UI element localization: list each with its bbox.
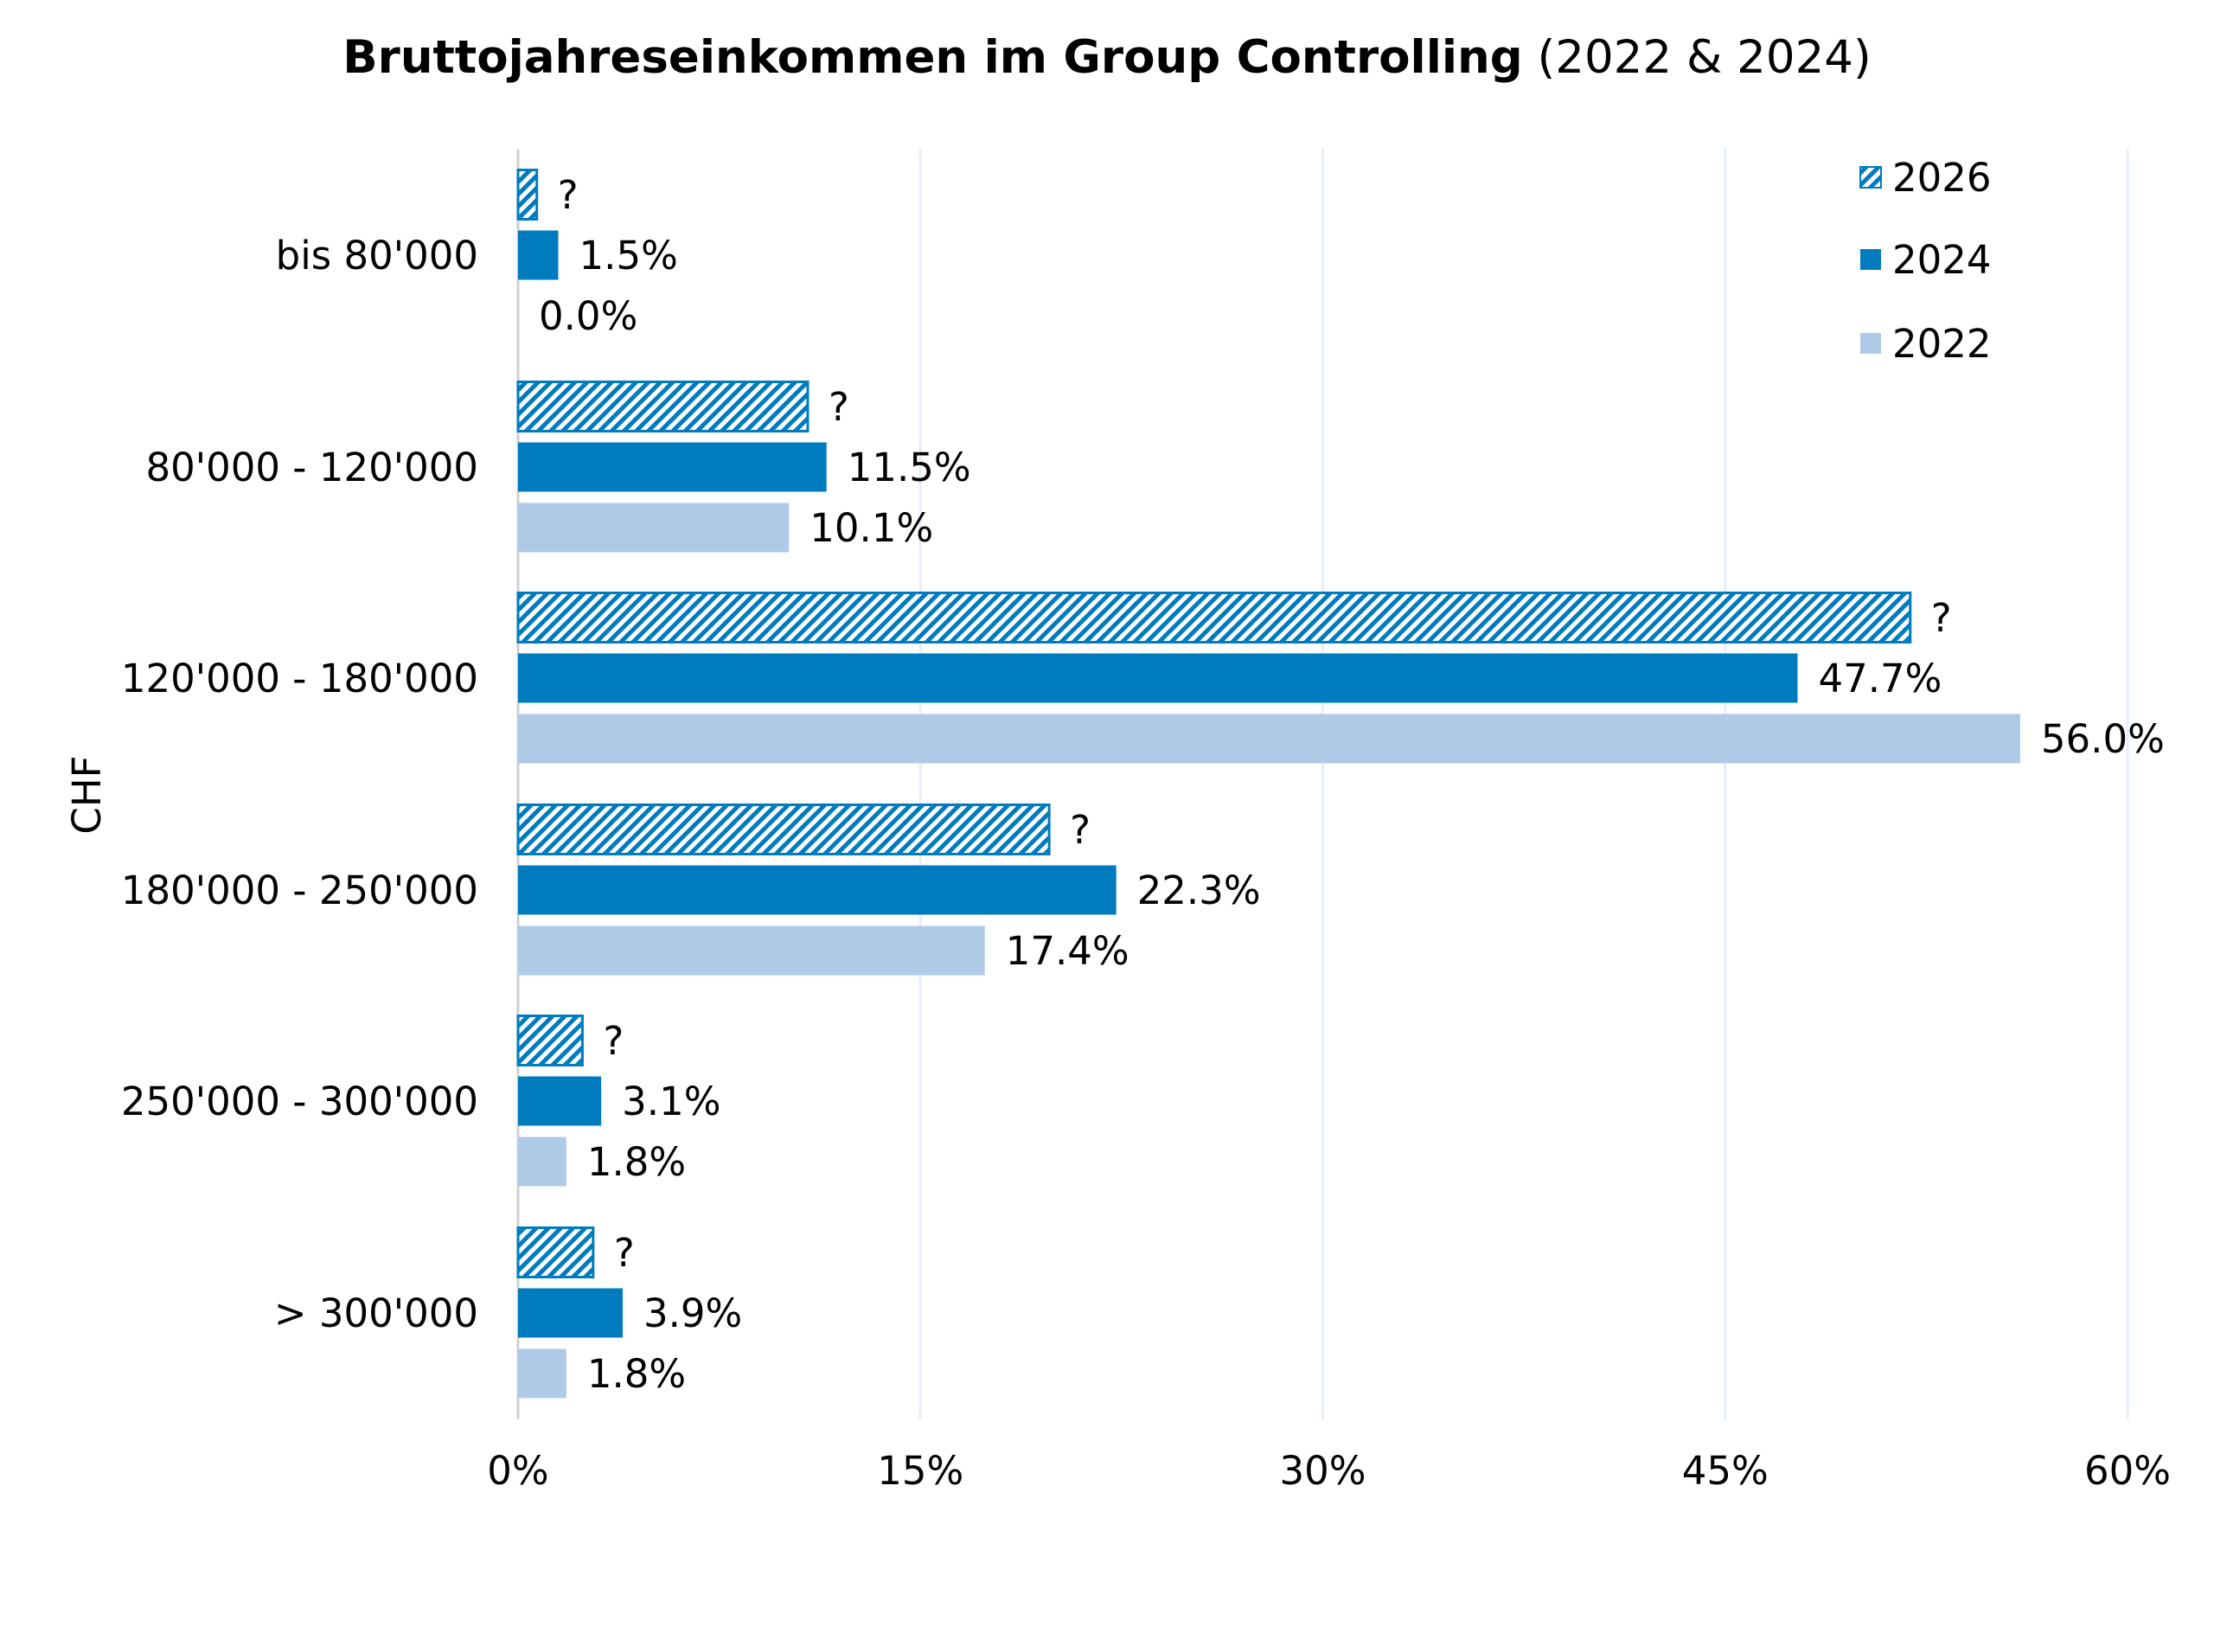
x-tick-label: 60% <box>2084 1448 2171 1494</box>
bar-2026 <box>516 1226 595 1278</box>
data-label: ? <box>1931 595 1952 641</box>
chart-title: Bruttojahreseinkommen im Group Controlli… <box>342 31 1871 84</box>
bar-2024 <box>518 865 1117 915</box>
data-label: 10.1% <box>809 505 933 551</box>
bar-2026 <box>516 1015 584 1066</box>
data-label: 1.5% <box>579 233 678 279</box>
bar-2026 <box>516 381 809 432</box>
y-tick-label: 120'000 - 180'000 <box>121 656 478 701</box>
bar-2026 <box>516 592 1912 644</box>
x-tick-label: 15% <box>877 1448 963 1494</box>
data-label: 56.0% <box>2041 716 2165 762</box>
data-label: 1.8% <box>587 1351 686 1397</box>
data-label: 3.1% <box>622 1079 720 1124</box>
legend-swatch-2024 <box>1860 249 1881 270</box>
data-label: ? <box>614 1230 635 1276</box>
bar-2024 <box>518 230 559 280</box>
bar-2024 <box>518 1288 623 1338</box>
data-label: 0.0% <box>539 293 637 339</box>
data-label: ? <box>603 1018 624 1064</box>
y-tick-label: 80'000 - 120'000 <box>145 445 478 490</box>
bar-2026 <box>516 804 1051 855</box>
legend-label: 2022 <box>1892 321 1992 367</box>
bar-2022 <box>518 714 2020 764</box>
x-tick-label: 45% <box>1682 1448 1769 1494</box>
y-tick-label: 180'000 - 250'000 <box>121 868 478 913</box>
data-label: ? <box>1070 807 1091 853</box>
legend-swatch-2022 <box>1860 333 1881 354</box>
y-tick-label: 250'000 - 300'000 <box>121 1079 478 1124</box>
legend-swatch-2026 <box>1859 166 1882 189</box>
bar-2024 <box>518 653 1798 703</box>
bar-2026 <box>516 169 539 221</box>
data-label: ? <box>829 384 849 430</box>
data-label: 3.9% <box>643 1290 742 1336</box>
bar-2022 <box>518 1137 566 1187</box>
y-tick-label: > 300'000 <box>274 1290 478 1336</box>
x-tick-label: 30% <box>1279 1448 1366 1494</box>
bar-2022 <box>518 503 790 553</box>
legend-label: 2024 <box>1892 237 1992 283</box>
data-label: ? <box>558 172 579 218</box>
bar-2022 <box>518 1348 566 1399</box>
data-label: 22.3% <box>1137 868 1261 913</box>
bar-2022 <box>518 925 985 976</box>
y-axis-label: CHF <box>64 755 110 834</box>
y-tick-label: bis 80'000 <box>276 233 478 279</box>
data-label: 47.7% <box>1818 656 1942 701</box>
data-label: 11.5% <box>848 445 971 490</box>
legend-label: 2026 <box>1892 155 1992 201</box>
x-tick-label: 0% <box>487 1448 548 1494</box>
bar-2024 <box>518 442 827 492</box>
data-label: 1.8% <box>587 1139 686 1185</box>
bar-2024 <box>518 1076 602 1126</box>
data-label: 17.4% <box>1006 928 1129 974</box>
